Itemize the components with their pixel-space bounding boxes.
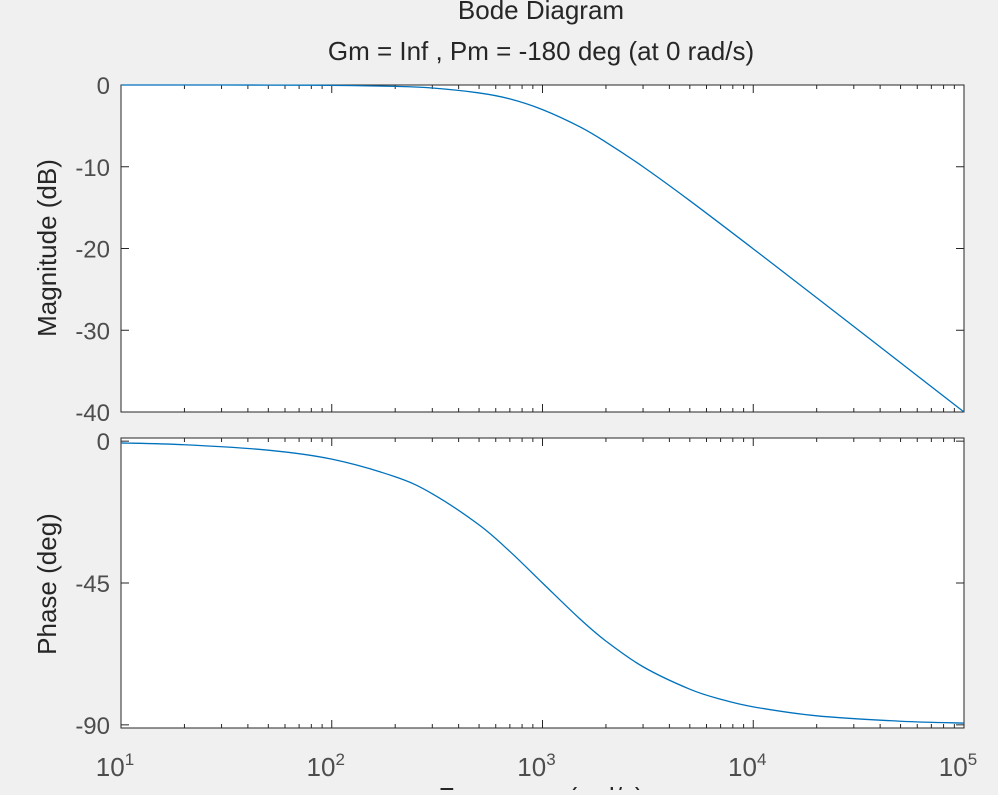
x-tick-label: 105 — [939, 750, 977, 782]
chart-title: Bode Diagram — [458, 0, 624, 25]
phase-tick-marks — [120, 438, 965, 728]
chart-subtitle: Gm = Inf , Pm = -180 deg (at 0 rad/s) — [328, 36, 754, 66]
magnitude-series — [120, 84, 965, 413]
magnitude-axes — [120, 84, 965, 413]
phase-ylabel: Phase (deg) — [32, 513, 62, 655]
x-axis-label: Frequency (rad/s) — [438, 782, 643, 790]
x-tick-labels: 101 102 103 104 105 — [96, 750, 977, 782]
x-tick-label: 104 — [728, 750, 766, 782]
phase-y-tick-label: 0 — [97, 429, 110, 456]
magnitude-y-tick-label: -10 — [75, 155, 110, 182]
x-tick-label: 101 — [96, 750, 134, 782]
magnitude-y-tick-label: 0 — [97, 73, 110, 100]
magnitude-line — [120, 84, 965, 413]
magnitude-y-tick-label: -40 — [75, 400, 110, 427]
phase-line — [120, 442, 965, 724]
phase-y-tick-label: -90 — [75, 713, 110, 740]
phase-y-tick-label: -45 — [75, 571, 110, 598]
magnitude-ylabel: Magnitude (dB) — [32, 159, 62, 337]
phase-tick-labels: -90 -45 0 — [75, 429, 110, 740]
phase-series — [120, 442, 965, 724]
magnitude-y-tick-label: -30 — [75, 318, 110, 345]
magnitude-tick-labels: -40 -30 -20 -10 0 — [75, 73, 110, 427]
x-tick-label: 102 — [307, 750, 345, 782]
x-tick-label: 103 — [517, 750, 555, 782]
magnitude-y-tick-label: -20 — [75, 237, 110, 264]
